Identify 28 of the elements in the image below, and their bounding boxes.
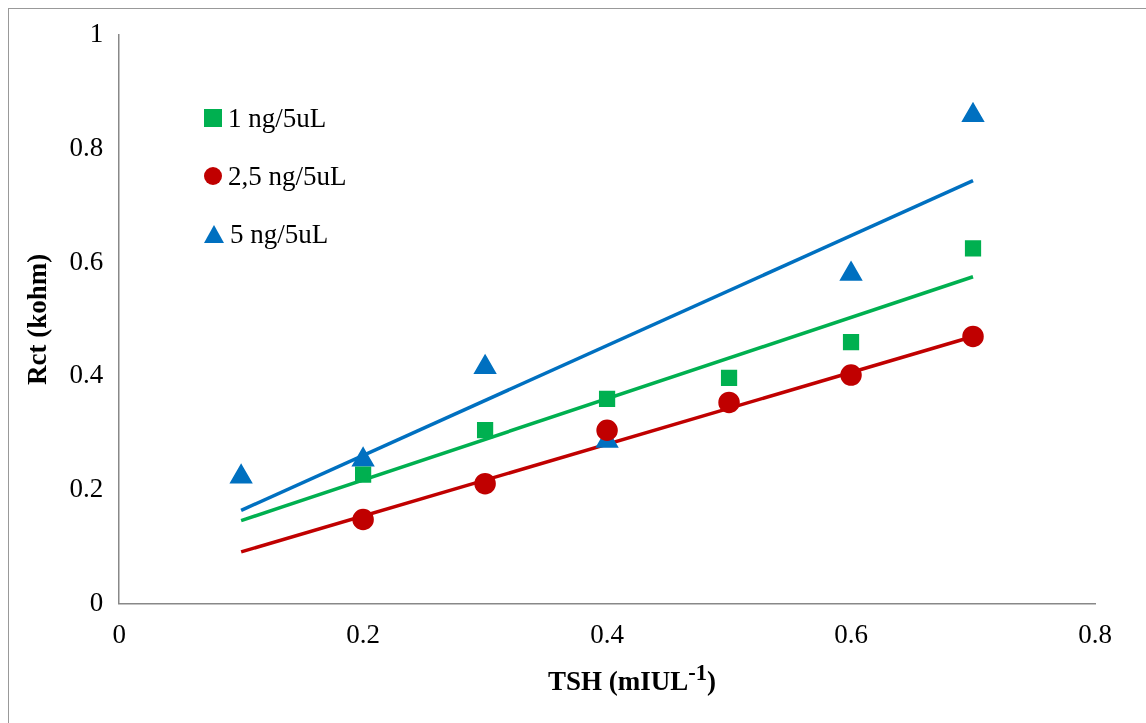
y-tick-label: 0.2 xyxy=(69,473,104,504)
legend-label: 2,5 ng/5uL xyxy=(228,160,347,192)
y-tick-label: 0.4 xyxy=(69,359,104,390)
point xyxy=(720,369,738,387)
legend-label: 5 ng/5uL xyxy=(230,218,329,250)
y-tick-label: 0.8 xyxy=(69,131,104,162)
point xyxy=(476,422,494,439)
point xyxy=(842,334,860,351)
legend-label: 1 ng/5uL xyxy=(228,102,327,134)
x-tick-label: 0 xyxy=(112,618,126,649)
point xyxy=(964,240,982,257)
point xyxy=(355,466,372,483)
point xyxy=(840,364,862,386)
x-tick-label: 0.8 xyxy=(1078,618,1112,649)
y-axis-title: Rct (kohm) xyxy=(22,253,53,386)
point xyxy=(474,472,496,495)
point xyxy=(962,325,984,348)
y-tick-label: 1 xyxy=(89,18,104,49)
point xyxy=(718,391,740,414)
y-tick-label: 0 xyxy=(89,586,104,617)
y-tick-label: 0.6 xyxy=(69,245,104,276)
point xyxy=(598,390,616,408)
x-axis-title: TSH (mIUL$^{-1}$) xyxy=(547,660,717,697)
x-tick-label: 0.2 xyxy=(346,618,380,649)
point xyxy=(596,419,618,441)
point xyxy=(352,508,374,531)
x-tick-label: 0.6 xyxy=(834,618,868,649)
x-tick-label: 0.4 xyxy=(590,618,625,649)
